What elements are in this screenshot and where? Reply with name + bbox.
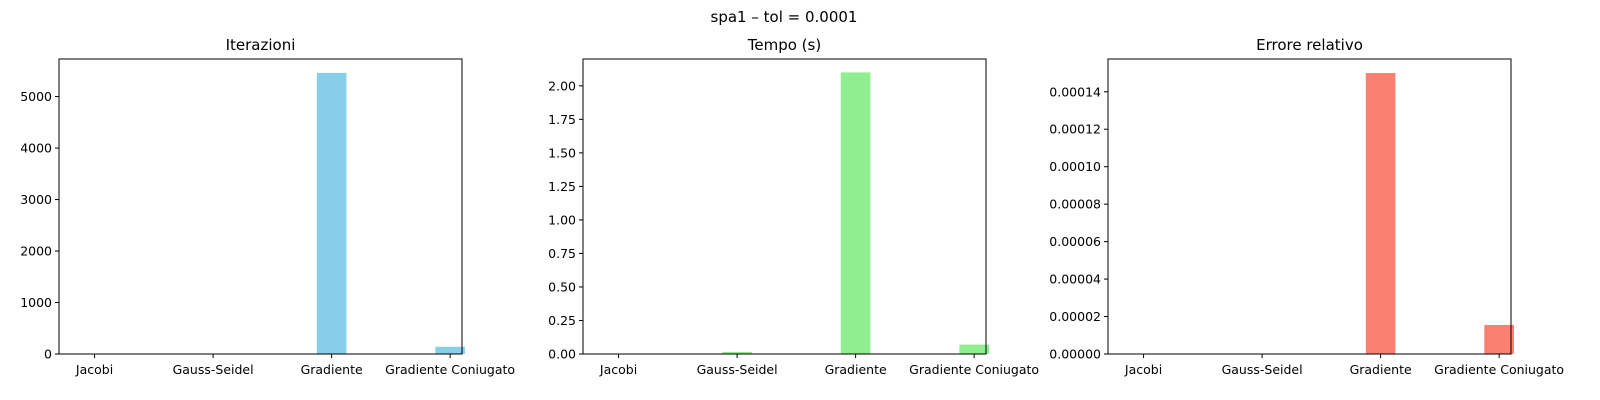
x-tick-label: Gradiente xyxy=(1350,362,1412,377)
bar-gradiente-coniugato xyxy=(435,346,465,354)
x-tick-label: Gradiente xyxy=(825,362,887,377)
subplot-title: Tempo (s) xyxy=(747,36,821,54)
y-tick-label: 5000 xyxy=(20,89,52,104)
x-tick-label: Gauss-Seidel xyxy=(1222,362,1303,377)
y-tick-label: 1000 xyxy=(20,295,52,310)
x-tick-label: Gradiente Coniugato xyxy=(1434,362,1564,377)
axes-frame xyxy=(1107,58,1512,355)
x-tick-label: Gauss-Seidel xyxy=(697,362,778,377)
x-tick-label: Gradiente Coniugato xyxy=(385,362,515,377)
subplot-time: Tempo (s) Jacobi Gauss-Seidel Gradiente Grad… xyxy=(548,36,1039,377)
y-tick-label: 0.00004 xyxy=(1049,272,1101,287)
y-tick-label: 1.25 xyxy=(548,179,576,194)
bar-gradiente-coniugato xyxy=(1484,324,1514,354)
y-tick-label: 2000 xyxy=(20,244,52,259)
y-tick-label: 0.00008 xyxy=(1049,197,1101,212)
y-tick-label: 1.75 xyxy=(548,112,576,127)
bar-gradiente xyxy=(840,72,871,354)
y-tick-label: 0.00010 xyxy=(1049,159,1101,174)
y-tick-label: 2.00 xyxy=(548,78,576,93)
y-tick-label: 0.75 xyxy=(548,246,576,261)
y-tick-label: 0.50 xyxy=(548,279,576,294)
y-tick-label: 4000 xyxy=(20,141,52,156)
y-tick-label: 1.00 xyxy=(548,212,576,227)
x-tick-label: Jacobi xyxy=(599,362,637,377)
y-tick-label: 3000 xyxy=(20,192,52,207)
axes-frame xyxy=(582,58,987,355)
figure-suptitle: spa1 – tol = 0.0001 xyxy=(711,8,858,26)
y-tick-label: 0.00014 xyxy=(1049,84,1101,99)
x-tick-label: Gradiente xyxy=(301,362,363,377)
y-tick-label: 0 xyxy=(44,347,52,362)
subplots: Iterazioni Jacobi Gauss-Seidel Gradiente Gra… xyxy=(20,36,1564,377)
x-tick-label: Gauss-Seidel xyxy=(173,362,254,377)
axes-frame xyxy=(58,58,463,355)
y-tick-label: 0.00006 xyxy=(1049,234,1101,249)
subplot-title: Iterazioni xyxy=(226,36,296,54)
x-tick-label: Jacobi xyxy=(1124,362,1162,377)
y-tick-label: 0.00002 xyxy=(1049,309,1101,324)
y-tick-label: 0.00000 xyxy=(1049,347,1101,362)
y-tick-label: 0.25 xyxy=(548,313,576,328)
bar-gradiente xyxy=(316,72,347,355)
x-tick-label: Gradiente Coniugato xyxy=(909,362,1039,377)
x-tick-label: Jacobi xyxy=(75,362,113,377)
y-tick-label: 0.00 xyxy=(548,347,576,362)
bar-gradiente xyxy=(1365,73,1396,355)
subplot-iterations: Iterazioni Jacobi Gauss-Seidel Gradiente Gra… xyxy=(20,36,515,377)
subplot-title: Errore relativo xyxy=(1256,36,1363,54)
bar-gradiente-coniugato xyxy=(959,344,989,354)
y-tick-label: 1.50 xyxy=(548,145,576,160)
subplot-relative-error: Errore relativo Jacobi Gauss-Seidel Gradien… xyxy=(1049,36,1564,377)
bar-gauss-seidel xyxy=(722,351,752,354)
y-tick-label: 0.00012 xyxy=(1049,122,1101,137)
